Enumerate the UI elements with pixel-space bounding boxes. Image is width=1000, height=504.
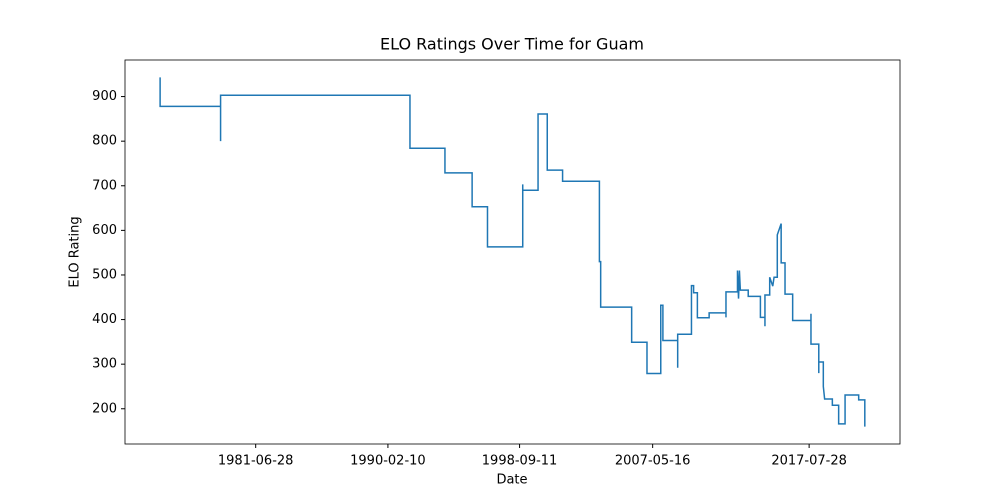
x-tick-label: 1990-02-10: [350, 454, 426, 469]
y-axis-label: ELO Rating: [68, 216, 83, 287]
chart-title: ELO Ratings Over Time for Guam: [380, 35, 644, 54]
y-tick-label: 900: [92, 89, 117, 104]
x-axis-label: Date: [496, 473, 527, 488]
x-tick-label: 1998-09-11: [482, 454, 558, 469]
y-tick-label: 300: [92, 357, 117, 372]
y-tick-label: 800: [92, 134, 117, 149]
plot-frame: [124, 59, 901, 445]
y-tick-label: 500: [92, 267, 117, 282]
y-tick-label: 400: [92, 312, 117, 327]
x-tick-label: 2007-05-16: [615, 454, 691, 469]
x-tick-label: 2017-07-28: [771, 454, 847, 469]
data-line: [159, 77, 866, 427]
y-tick-label: 700: [92, 178, 117, 193]
y-tick-label: 200: [92, 401, 117, 416]
x-tick-label: 1981-06-28: [218, 454, 294, 469]
y-tick-label: 600: [92, 223, 117, 238]
